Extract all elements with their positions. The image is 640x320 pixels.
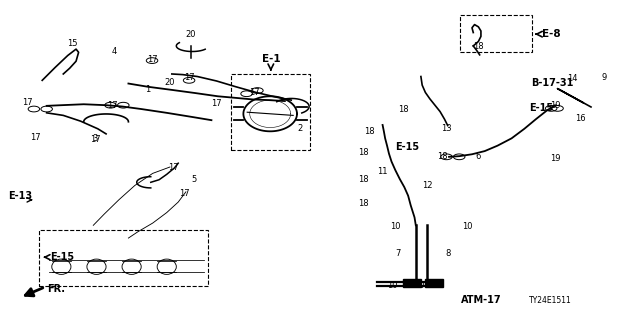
Text: 17: 17 xyxy=(168,163,179,172)
Text: E-15: E-15 xyxy=(529,103,554,113)
Text: E-8: E-8 xyxy=(541,29,560,39)
Text: 10: 10 xyxy=(461,222,472,231)
Text: 17: 17 xyxy=(90,135,100,144)
Text: TY24E1511: TY24E1511 xyxy=(529,296,572,305)
Text: 17: 17 xyxy=(22,98,33,107)
Text: 3: 3 xyxy=(93,134,98,143)
Text: 13: 13 xyxy=(441,124,452,132)
Bar xyxy=(230,74,310,150)
Text: 1: 1 xyxy=(145,85,150,94)
Bar xyxy=(39,230,208,286)
Text: 18: 18 xyxy=(358,175,369,184)
Text: 20: 20 xyxy=(164,78,175,87)
Text: E-13: E-13 xyxy=(8,191,33,201)
Bar xyxy=(426,279,444,287)
Text: 17: 17 xyxy=(147,55,158,64)
Text: 14: 14 xyxy=(567,74,577,83)
FancyArrowPatch shape xyxy=(536,31,542,37)
Text: 5: 5 xyxy=(191,175,196,184)
FancyArrowPatch shape xyxy=(45,255,50,260)
Text: 16: 16 xyxy=(575,114,586,123)
Bar xyxy=(403,279,421,287)
Text: 18: 18 xyxy=(397,105,408,114)
Text: 17: 17 xyxy=(179,189,189,198)
Text: 10: 10 xyxy=(387,281,397,290)
Text: 18: 18 xyxy=(437,152,448,161)
Text: 8: 8 xyxy=(445,250,451,259)
Text: 17: 17 xyxy=(184,73,195,82)
Text: 17: 17 xyxy=(211,99,222,108)
Text: 6: 6 xyxy=(476,152,481,161)
Text: 18: 18 xyxy=(358,148,369,157)
Text: 12: 12 xyxy=(422,181,433,190)
Text: 10: 10 xyxy=(390,222,401,231)
Text: 2: 2 xyxy=(297,124,302,132)
Text: 4: 4 xyxy=(112,47,117,56)
Text: ATM-17: ATM-17 xyxy=(461,295,501,305)
Text: 18: 18 xyxy=(358,198,369,207)
Text: 18: 18 xyxy=(365,127,375,136)
Text: 7: 7 xyxy=(396,250,401,259)
Text: 20: 20 xyxy=(186,30,196,39)
Text: 10: 10 xyxy=(413,281,424,290)
Bar xyxy=(461,15,532,52)
Text: 17: 17 xyxy=(107,101,118,110)
Text: 19: 19 xyxy=(550,101,560,110)
Text: 19: 19 xyxy=(550,154,560,163)
Text: 17: 17 xyxy=(31,132,41,141)
Text: 18: 18 xyxy=(473,42,484,52)
FancyArrowPatch shape xyxy=(268,64,274,70)
Text: FR.: FR. xyxy=(47,284,65,294)
Text: 9: 9 xyxy=(602,73,607,82)
Text: 15: 15 xyxy=(67,39,77,48)
Text: E-15: E-15 xyxy=(51,252,75,262)
Text: 17: 17 xyxy=(250,88,260,97)
Text: E-15: E-15 xyxy=(396,142,419,152)
Text: B-17-31: B-17-31 xyxy=(531,78,573,88)
Text: 11: 11 xyxy=(377,167,387,176)
Text: E-1: E-1 xyxy=(262,54,280,64)
